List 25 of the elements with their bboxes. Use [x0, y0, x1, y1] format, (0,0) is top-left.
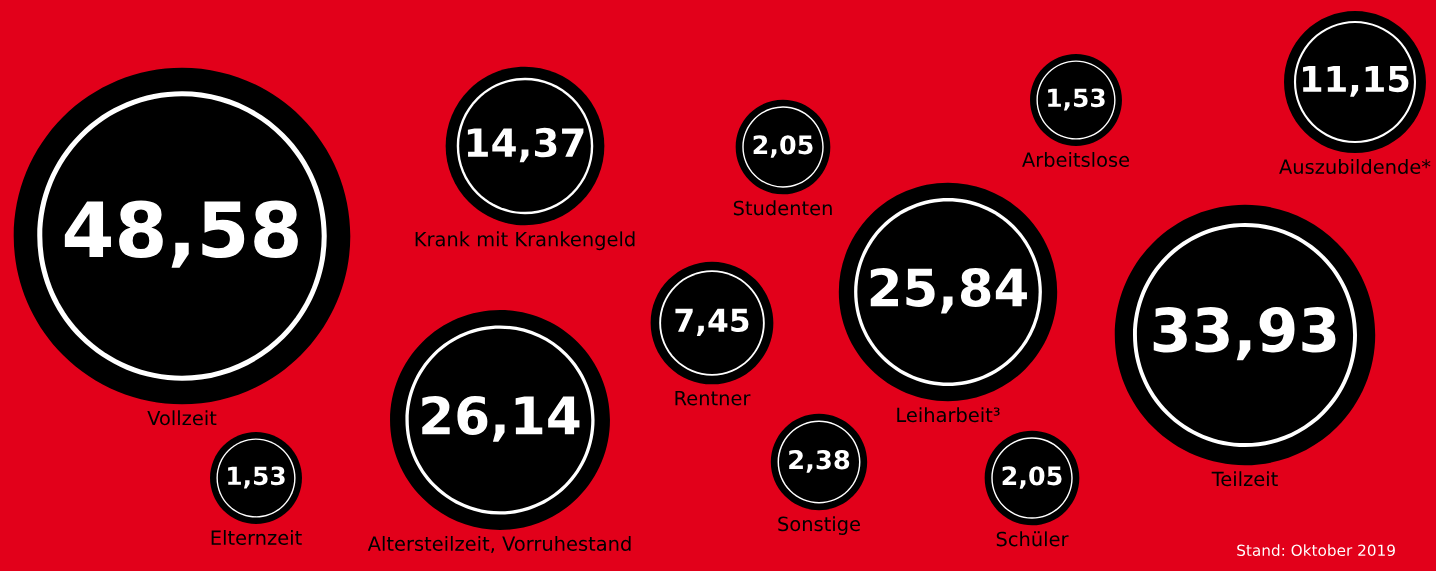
category-label: Elternzeit — [211, 529, 302, 546]
data-label: 1,53 — [1048, 88, 1105, 111]
category-label: Sonstige — [778, 516, 860, 536]
data-label: 2,05 — [753, 135, 813, 158]
data-label: 2,05 — [1002, 466, 1062, 489]
data-label: 1,53 — [228, 466, 285, 489]
category-label: Vollzeit — [147, 410, 217, 426]
category-label: Studenten — [733, 200, 832, 216]
category-label: Schüler — [996, 531, 1069, 547]
text: Stand: Oktober 2019 — [1237, 544, 1395, 557]
category-label: Teilzeit — [1211, 471, 1278, 487]
data-label: 14,37 — [467, 127, 584, 163]
data-label: 7,45 — [675, 308, 749, 337]
category-label: Leiharbeit³ — [897, 407, 1000, 423]
data-label: 2,38 — [789, 449, 850, 473]
data-label: 26,14 — [422, 395, 580, 442]
category-label: Krank mit Krankengeld — [415, 231, 635, 251]
category-label: Auszubildende* — [1279, 158, 1431, 175]
data-label: 33,93 — [1153, 306, 1336, 361]
data-label: 25,84 — [870, 268, 1027, 314]
category-label: Altersteilzeit, Vorruhestand — [367, 535, 631, 553]
data-label: 48,58 — [64, 200, 298, 268]
data-label: 11,15 — [1303, 65, 1409, 97]
category-label: Arbeitslose — [1022, 151, 1130, 168]
category-label: Rentner — [675, 390, 751, 406]
